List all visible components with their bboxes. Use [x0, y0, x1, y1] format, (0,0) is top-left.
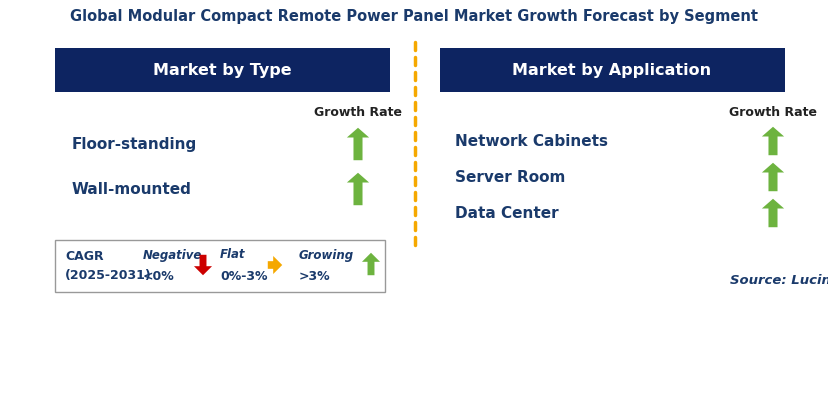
Text: Data Center: Data Center [455, 206, 558, 222]
Text: Network Cabinets: Network Cabinets [455, 134, 607, 150]
FancyBboxPatch shape [55, 48, 389, 92]
Text: <0%: <0% [142, 270, 175, 282]
Text: Market by Type: Market by Type [152, 62, 291, 78]
FancyBboxPatch shape [440, 48, 784, 92]
Text: Negative: Negative [142, 248, 202, 262]
FancyBboxPatch shape [55, 240, 384, 292]
Text: >3%: >3% [299, 270, 330, 282]
Text: Flat: Flat [219, 248, 245, 262]
Text: Market by Application: Market by Application [512, 62, 710, 78]
Text: Global Modular Compact Remote Power Panel Market Growth Forecast by Segment: Global Modular Compact Remote Power Pane… [70, 10, 757, 24]
Text: Source: Lucintel: Source: Lucintel [729, 274, 828, 286]
Text: CAGR: CAGR [65, 250, 104, 264]
Text: Server Room: Server Room [455, 170, 565, 186]
Text: Wall-mounted: Wall-mounted [72, 182, 191, 198]
Text: Growing: Growing [299, 248, 354, 262]
Text: Growth Rate: Growth Rate [728, 106, 816, 118]
Text: (2025-2031): (2025-2031) [65, 270, 152, 282]
Text: Floor-standing: Floor-standing [72, 138, 197, 152]
Text: Growth Rate: Growth Rate [314, 106, 402, 118]
Text: 0%-3%: 0%-3% [219, 270, 267, 282]
